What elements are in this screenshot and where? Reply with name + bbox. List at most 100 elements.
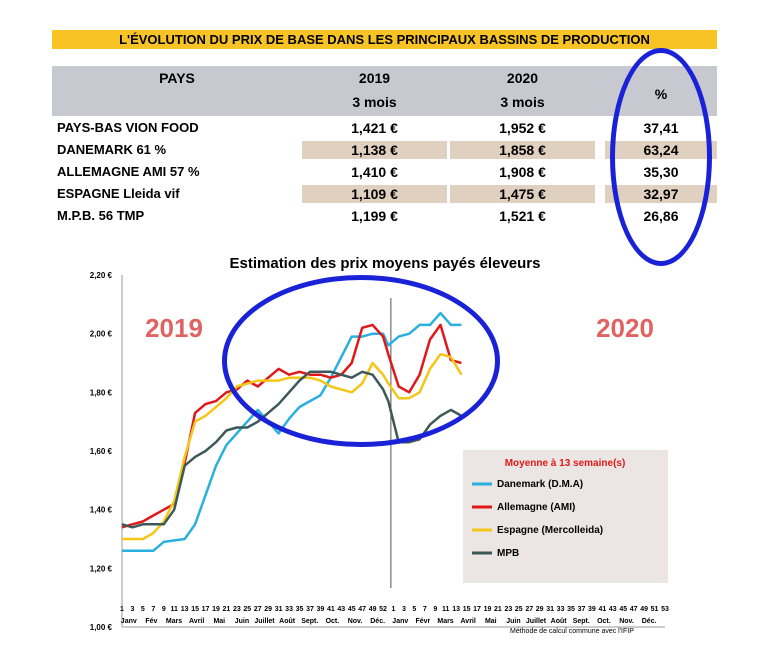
x-tick-label: 9 <box>162 606 166 613</box>
x-month-label: Déc. <box>642 618 657 625</box>
x-month-label: Mars <box>437 618 453 625</box>
legend-label-0: Danemark (D.M.A) <box>497 479 583 490</box>
x-tick-label: 53 <box>661 606 669 613</box>
x-tick-label: 41 <box>598 606 606 613</box>
header-2020-sub: 3 mois <box>500 94 545 110</box>
y-tick-label: 1,60 € <box>90 447 113 456</box>
x-month-label: Févr <box>416 618 431 625</box>
x-tick-label: 52 <box>379 606 387 613</box>
x-tick-label: 3 <box>130 606 134 613</box>
x-tick-label: 17 <box>202 606 210 613</box>
x-month-label: Oct. <box>326 618 340 625</box>
x-tick-label: 31 <box>275 606 283 613</box>
x-tick-label: 39 <box>317 606 325 613</box>
x-month-label: Nov. <box>348 618 363 625</box>
x-month-label: Mai <box>485 618 497 625</box>
x-month-label: Juillet <box>526 618 547 625</box>
row-price-2020: 1,475 € <box>450 185 595 203</box>
legend-panel <box>463 450 668 583</box>
x-month-label: Déc. <box>370 618 385 625</box>
legend-label-1: Allemagne (AMI) <box>497 502 575 513</box>
x-month-label: Juin <box>506 618 520 625</box>
pct-highlight-circle <box>610 48 712 266</box>
x-tick-label: 41 <box>327 606 335 613</box>
x-tick-label: 39 <box>588 606 596 613</box>
y-tick-label: 1,00 € <box>90 623 113 632</box>
x-month-label: Sept. <box>301 618 318 625</box>
x-tick-label: 1 <box>120 606 124 613</box>
x-tick-label: 47 <box>630 606 638 613</box>
x-tick-label: 33 <box>557 606 565 613</box>
row-price-2020: 1,521 € <box>450 207 595 225</box>
x-tick-label: 13 <box>452 606 460 613</box>
x-tick-label: 25 <box>243 606 251 613</box>
x-tick-label: 19 <box>484 606 492 613</box>
row-price-2019: 1,138 € <box>302 141 447 159</box>
row-country: M.P.B. 56 TMP <box>57 208 145 223</box>
x-month-label: Juin <box>235 618 249 625</box>
x-tick-label: 5 <box>412 606 416 613</box>
x-month-label: Janv <box>121 618 137 625</box>
x-tick-label: 5 <box>141 606 145 613</box>
year-label-2020: 2020 <box>596 313 654 343</box>
y-tick-label: 2,20 € <box>90 271 113 280</box>
x-tick-label: 23 <box>504 606 512 613</box>
x-tick-label: 13 <box>181 606 189 613</box>
chart-highlight-ellipse <box>222 275 500 447</box>
x-tick-label: 7 <box>423 606 427 613</box>
header-pays: PAYS <box>159 70 195 86</box>
row-country: DANEMARK 61 % <box>57 142 167 157</box>
x-tick-label: 27 <box>525 606 533 613</box>
x-tick-label: 47 <box>358 606 366 613</box>
chart-footnote: Méthode de calcul commune avec l'IFIP <box>510 628 634 635</box>
x-tick-label: 45 <box>619 606 627 613</box>
x-tick-label: 43 <box>609 606 617 613</box>
x-tick-label: 35 <box>296 606 304 613</box>
header-2019-sub: 3 mois <box>352 94 397 110</box>
row-country: ESPAGNE Lleida vif <box>57 186 180 201</box>
x-tick-label: 25 <box>515 606 523 613</box>
x-tick-label: 11 <box>442 606 450 613</box>
chart-title: Estimation des prix moyens payés éleveur… <box>229 255 541 272</box>
year-label-2019: 2019 <box>145 313 203 343</box>
x-tick-label: 15 <box>191 606 199 613</box>
x-tick-label: 7 <box>151 606 155 613</box>
x-tick-label: 29 <box>536 606 544 613</box>
x-tick-label: 37 <box>306 606 314 613</box>
x-month-label: Mai <box>213 618 225 625</box>
x-month-label: Mars <box>166 618 182 625</box>
x-month-label: Nov. <box>619 618 634 625</box>
y-tick-label: 2,00 € <box>90 330 113 339</box>
header-2019: 2019 <box>358 70 391 86</box>
legend-title: Moyenne à 13 semaine(s) <box>505 458 626 469</box>
x-tick-label: 37 <box>578 606 586 613</box>
x-tick-label: 27 <box>254 606 262 613</box>
row-price-2019: 1,410 € <box>302 163 447 181</box>
y-tick-label: 1,40 € <box>90 506 113 515</box>
x-tick-label: 49 <box>369 606 377 613</box>
x-tick-label: 1 <box>392 606 396 613</box>
x-tick-label: 19 <box>212 606 220 613</box>
x-tick-label: 9 <box>433 606 437 613</box>
x-tick-label: 35 <box>567 606 575 613</box>
x-tick-label: 31 <box>546 606 554 613</box>
row-price-2019: 1,199 € <box>302 207 447 225</box>
row-price-2019: 1,421 € <box>302 119 447 137</box>
row-price-2020: 1,858 € <box>450 141 595 159</box>
page-banner: L'ÉVOLUTION DU PRIX DE BASE DANS LES PRI… <box>52 30 717 49</box>
x-tick-label: 43 <box>337 606 345 613</box>
x-tick-label: 15 <box>463 606 471 613</box>
y-tick-label: 1,20 € <box>90 564 113 573</box>
row-country: ALLEMAGNE AMI 57 % <box>57 164 200 179</box>
x-tick-label: 11 <box>171 606 179 613</box>
header-2020: 2020 <box>506 70 539 86</box>
x-tick-label: 17 <box>473 606 481 613</box>
x-month-label: Août <box>551 618 568 625</box>
x-month-label: Janv <box>392 618 408 625</box>
x-month-label: Août <box>279 618 296 625</box>
x-tick-label: 23 <box>233 606 241 613</box>
x-tick-label: 21 <box>223 606 231 613</box>
x-tick-label: 21 <box>494 606 502 613</box>
x-tick-label: 3 <box>402 606 406 613</box>
x-month-label: Avril <box>189 618 204 625</box>
